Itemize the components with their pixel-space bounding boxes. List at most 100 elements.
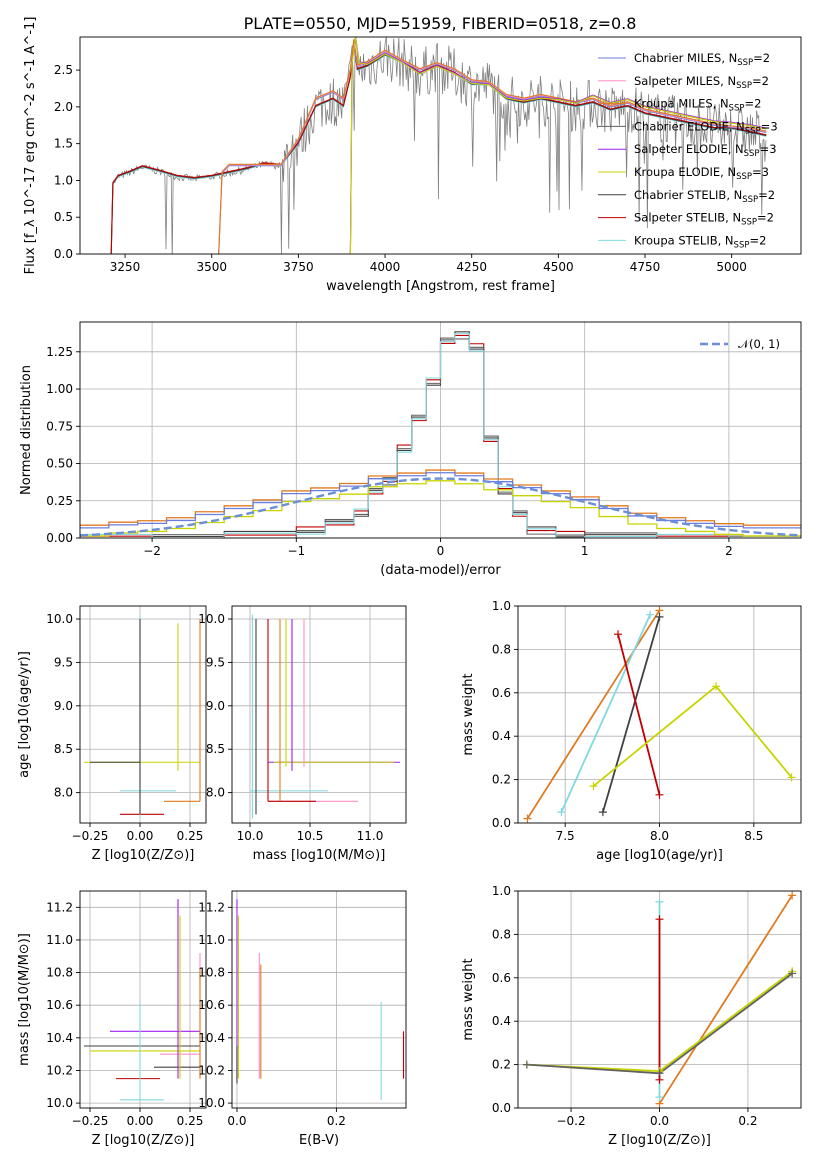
plot-area xyxy=(232,891,406,1108)
y-tick-label: 10.0 xyxy=(198,612,225,626)
series-line xyxy=(602,616,661,813)
x-tick-label: −2 xyxy=(143,544,161,558)
panel-age-vs-mass: 10.0 10.5 11.0 8.0 8.5 9.0 9.5 10.0 mass [log10(… xyxy=(198,605,407,863)
x-tick-label: 1 xyxy=(581,544,589,558)
y-tick-label: 11.2 xyxy=(46,900,73,914)
y-tick-label: 0.4 xyxy=(492,1014,511,1028)
y-tick-label: 10.4 xyxy=(198,1031,225,1045)
series-point xyxy=(646,610,655,619)
y-tick-label: 1.0 xyxy=(492,884,511,898)
model-elodie-line xyxy=(349,37,767,254)
legend-entry: Kroupa STELIB, NSSP=2 xyxy=(634,233,766,250)
panel-spectrum: Chabrier MILES, NSSP=2 Salpeter MILES, NS… xyxy=(23,17,802,294)
axes-frame xyxy=(79,36,802,255)
y-tick-label: 10.8 xyxy=(46,966,73,980)
x-axis-label: mass [log10(M/M⊙)] xyxy=(253,848,386,863)
x-tick-label: 10.5 xyxy=(297,829,324,843)
y-tick-label: 10.0 xyxy=(46,612,73,626)
x-tick-label: 4250 xyxy=(456,260,487,274)
y-tick-label: 0.2 xyxy=(492,773,511,787)
series-line xyxy=(617,633,661,796)
plot-area xyxy=(80,606,206,823)
x-axis-label: Z [log10(Z/Z⊙)] xyxy=(92,848,195,863)
legend-entry: Chabrier STELIB, NSSP=2 xyxy=(634,188,775,205)
series-point xyxy=(655,1075,664,1084)
series-line xyxy=(560,614,651,813)
panel-mass-vs-ebv: 0.0 0.2 10.0 10.2 10.4 10.6 10.8 11.0 11.2 E(B-V) xyxy=(198,890,407,1148)
y-tick-label: 9.0 xyxy=(54,699,73,713)
y-tick-label: 2.5 xyxy=(54,63,73,77)
y-tick-label: 0.0 xyxy=(492,1101,511,1115)
series-point xyxy=(788,969,797,978)
y-tick-label: 0.8 xyxy=(492,642,511,656)
x-tick-label: −1 xyxy=(287,544,305,558)
series-point xyxy=(655,897,664,906)
x-tick-label: 5000 xyxy=(716,260,747,274)
hist-narrow-line xyxy=(80,333,801,538)
hist-wide-line xyxy=(80,472,801,529)
legend-entry: Kroupa MILES, NSSP=2 xyxy=(634,97,761,114)
legend-entry: Chabrier MILES, NSSP=2 xyxy=(634,51,770,68)
y-tick-label: 0.25 xyxy=(46,494,73,508)
legend-entry: Salpeter STELIB, NSSP=2 xyxy=(634,211,774,228)
x-axis-label: age [log10(age/yr)] xyxy=(596,848,723,863)
y-tick-label: 10.6 xyxy=(46,998,73,1012)
axes-frame xyxy=(79,890,207,1109)
axes-frame xyxy=(231,890,407,1109)
legend-entry: Salpeter ELODIE, NSSP=3 xyxy=(634,142,777,159)
y-tick-label: 10.6 xyxy=(198,998,225,1012)
figure-title: PLATE=0550, MJD=51959, FIBERID=0518, z=0… xyxy=(244,14,637,33)
hist-wide-line xyxy=(80,480,801,537)
legend-entry: Salpeter MILES, NSSP=2 xyxy=(634,74,769,91)
y-axis-label: Flux [f_λ 10^-17 erg cm^-2 s^-1 A^-1] xyxy=(23,17,38,275)
y-tick-label: 0.6 xyxy=(492,686,511,700)
x-tick-label: 0.25 xyxy=(177,1114,204,1128)
x-tick-label: 8.0 xyxy=(650,829,669,843)
x-axis-label: (data-model)/error xyxy=(380,563,501,578)
legend-entry: Chabrier ELODIE, NSSP=3 xyxy=(634,119,778,136)
y-tick-label: 1.0 xyxy=(492,599,511,613)
y-tick-label: 11.0 xyxy=(198,933,225,947)
axes-frame xyxy=(231,605,407,824)
y-tick-label: 9.5 xyxy=(54,655,73,669)
y-tick-label: 0.2 xyxy=(492,1058,511,1072)
model-stelib-line xyxy=(110,44,767,254)
series-point xyxy=(598,808,607,817)
y-tick-label: 11.0 xyxy=(46,933,73,947)
y-tick-label: 9.5 xyxy=(206,655,225,669)
x-axis-label: Z [log10(Z/Z⊙)] xyxy=(608,1133,711,1148)
model-miles-line xyxy=(218,39,767,254)
x-tick-label: 3750 xyxy=(283,260,314,274)
panels: Chabrier MILES, NSSP=2 Salpeter MILES, NS… xyxy=(17,17,802,1148)
axes-frame xyxy=(79,605,207,824)
y-tick-label: 8.5 xyxy=(54,742,73,756)
y-tick-label: 1.00 xyxy=(46,382,73,396)
y-tick-label: 10.2 xyxy=(46,1063,73,1077)
plot-area xyxy=(80,322,801,538)
panel-mass-vs-Z: −0.25 0.00 0.25 10.0 10.2 10.4 10.6 10.8 11.0 11.… xyxy=(17,890,207,1148)
series-point xyxy=(712,682,721,691)
x-tick-label: 0.25 xyxy=(177,829,204,843)
panel-weight-vs-age: 7.5 8.0 8.5 0.0 0.2 0.4 0.6 0.8 1.0 age [log10(ag… xyxy=(461,599,802,863)
x-tick-label: 0.2 xyxy=(327,1114,346,1128)
y-tick-label: 11.2 xyxy=(198,900,225,914)
plot-area xyxy=(232,606,406,823)
x-tick-label: 0.0 xyxy=(227,1114,246,1128)
y-tick-label: 0.00 xyxy=(46,531,73,545)
series-point xyxy=(655,612,664,621)
x-tick-label: 8.5 xyxy=(744,829,763,843)
y-tick-label: 10.2 xyxy=(198,1063,225,1077)
x-tick-label: 0.00 xyxy=(127,1114,154,1128)
y-tick-label: 8.0 xyxy=(54,786,73,800)
y-tick-label: 8.5 xyxy=(206,742,225,756)
x-tick-label: 4000 xyxy=(370,260,401,274)
x-tick-label: 11.0 xyxy=(357,829,384,843)
x-tick-label: 3250 xyxy=(110,260,141,274)
x-axis-label: wavelength [Angstrom, rest frame] xyxy=(326,279,555,294)
x-tick-label: 0.0 xyxy=(650,1114,669,1128)
series-point xyxy=(655,1093,664,1102)
y-tick-label: 0.75 xyxy=(46,419,73,433)
series-point xyxy=(557,808,566,817)
series-point xyxy=(655,915,664,924)
panel-residuals: 𝒩(0, 1) −2 −1 0 1 2 0.00 0.25 0.50 0.75 1.00 1.25 (d… xyxy=(19,321,802,578)
